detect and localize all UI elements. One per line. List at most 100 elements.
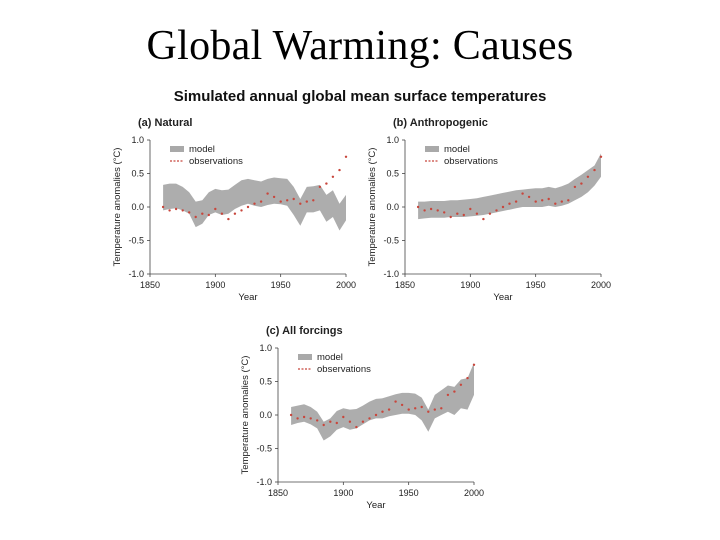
- observation-point: [400, 403, 404, 407]
- y-tick-label: -0.5: [128, 236, 144, 246]
- observation-point: [181, 209, 184, 212]
- x-tick-label: 1900: [460, 280, 480, 290]
- observation-point: [449, 215, 452, 219]
- model-band: [291, 362, 474, 441]
- observation-point: [456, 212, 459, 215]
- observation-point: [453, 390, 456, 393]
- observation-point: [547, 197, 550, 201]
- observation-point: [259, 200, 263, 203]
- observation-point: [174, 207, 178, 211]
- observation-point: [423, 209, 426, 212]
- observation-point: [527, 195, 531, 199]
- y-tick-label: 0.0: [131, 202, 144, 212]
- observation-point: [296, 417, 299, 420]
- observation-point: [201, 212, 204, 215]
- slide-title: Global Warming: Causes: [146, 23, 574, 69]
- observation-point: [305, 200, 308, 203]
- observation-point: [580, 182, 583, 185]
- observation-point: [227, 217, 230, 221]
- observation-point: [482, 217, 485, 221]
- observation-point: [560, 200, 563, 203]
- legend-label-observations: observations: [317, 364, 371, 375]
- x-tick-label: 1850: [268, 488, 288, 498]
- observation-point: [462, 213, 465, 217]
- observation-point: [469, 207, 472, 211]
- y-tick-label: 0.5: [386, 169, 399, 179]
- observation-point: [573, 185, 577, 189]
- observation-point: [253, 202, 256, 205]
- observation-point: [316, 419, 319, 422]
- x-tick-label: 2000: [336, 280, 356, 290]
- observation-point: [472, 363, 476, 366]
- observation-point: [246, 205, 250, 209]
- y-tick-label: 0.5: [131, 169, 144, 179]
- x-tick-label: 1950: [399, 488, 419, 498]
- y-tick-label: 0.0: [386, 202, 399, 212]
- x-axis-label: Year: [366, 500, 385, 511]
- observation-point: [466, 376, 469, 380]
- x-tick-label: 2000: [464, 488, 484, 498]
- observation-point: [233, 212, 237, 215]
- observation-point: [309, 417, 312, 420]
- legend-swatch-model: [298, 354, 312, 360]
- observation-point: [329, 420, 332, 423]
- observation-point: [381, 410, 384, 413]
- y-tick-label: -1.0: [256, 477, 272, 487]
- observation-point: [394, 400, 397, 403]
- y-tick-label: 0.0: [259, 410, 272, 420]
- observation-point: [427, 410, 430, 413]
- y-tick-label: 1.0: [259, 343, 272, 353]
- observation-point: [194, 215, 197, 219]
- observation-point: [459, 383, 463, 386]
- legend-label-model: model: [444, 144, 470, 155]
- observation-point: [188, 211, 191, 214]
- observation-point: [414, 407, 417, 410]
- observation-point: [318, 185, 322, 189]
- observation-point: [348, 420, 352, 423]
- observation-point: [289, 413, 293, 417]
- observation-point: [514, 200, 518, 203]
- observation-point: [168, 209, 171, 212]
- y-axis-label: Temperature anomalies (°C): [367, 148, 378, 267]
- legend-swatch-model: [425, 146, 439, 152]
- x-tick-label: 1950: [271, 280, 291, 290]
- observation-point: [446, 393, 450, 397]
- observation-point: [338, 168, 341, 172]
- observation-point: [272, 195, 276, 199]
- observation-point: [355, 425, 358, 429]
- legend-label-model: model: [317, 352, 343, 363]
- observation-point: [586, 175, 590, 178]
- panel-title: (a) Natural: [138, 117, 192, 129]
- observation-point: [292, 197, 295, 201]
- observation-point: [387, 408, 391, 411]
- observation-point: [541, 199, 544, 202]
- observation-point: [521, 192, 524, 195]
- x-tick-label: 2000: [591, 280, 611, 290]
- observation-point: [286, 199, 289, 202]
- figure-title: Simulated annual global mean surface tem…: [173, 88, 547, 105]
- y-tick-label: -0.5: [256, 444, 272, 454]
- x-axis-label: Year: [493, 292, 512, 303]
- observation-point: [368, 417, 371, 420]
- observation-point: [207, 213, 210, 217]
- observation-point: [534, 200, 537, 203]
- panel-title: (b) Anthropogenic: [393, 117, 488, 129]
- observation-point: [266, 192, 269, 195]
- y-tick-label: 1.0: [131, 135, 144, 145]
- observation-point: [488, 212, 492, 215]
- observation-point: [331, 175, 335, 178]
- y-tick-label: -1.0: [383, 269, 399, 279]
- y-tick-label: 1.0: [386, 135, 399, 145]
- observation-point: [240, 209, 243, 212]
- observation-point: [302, 415, 306, 419]
- observation-point: [475, 212, 479, 215]
- observation-point: [407, 408, 410, 411]
- observation-point: [567, 199, 570, 202]
- observation-point: [299, 202, 302, 205]
- observation-point: [344, 155, 348, 158]
- observation-point: [161, 205, 165, 209]
- observation-point: [554, 202, 557, 205]
